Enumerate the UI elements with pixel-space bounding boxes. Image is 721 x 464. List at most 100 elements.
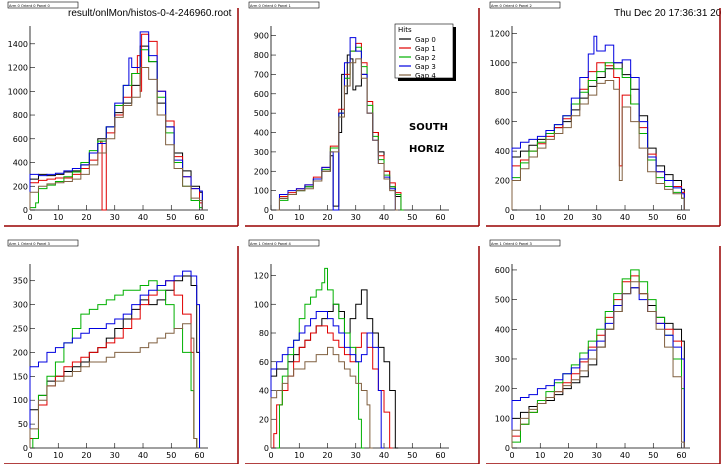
y-tick-label: 100: [495, 414, 510, 423]
y-tick-label: 350: [13, 277, 28, 286]
x-tick-label: 50: [407, 213, 417, 222]
x-tick-label: 40: [379, 451, 389, 460]
y-tick-label: 500: [495, 296, 510, 305]
x-tick-label: 0: [27, 451, 32, 460]
y-tick-label: 40: [259, 387, 269, 396]
series-line-2: [32, 280, 198, 448]
panel-title-box: [7, 1, 79, 9]
y-tick-label: 300: [254, 148, 269, 157]
x-tick-label: 10: [535, 213, 545, 222]
series-line-0: [511, 287, 685, 448]
legend-entry: Gap 1: [415, 45, 436, 53]
series-line-0: [270, 289, 399, 449]
x-tick-label: 10: [535, 451, 545, 460]
y-tick-label: 0: [23, 444, 28, 453]
x-tick-label: 60: [435, 451, 445, 460]
legend-entry: Gap 2: [415, 54, 436, 62]
series-line-3: [511, 35, 685, 210]
y-tick-label: 0: [23, 206, 28, 215]
y-tick-label: 600: [13, 135, 28, 144]
y-tick-label: 400: [254, 129, 269, 138]
series-line-2: [276, 267, 365, 449]
series-line-0: [29, 45, 203, 210]
x-tick-label: 40: [620, 213, 630, 222]
histogram-pad-2: Arm 0 Orient 0 Panel 20 10 20 30 40 50 6002004…: [486, 1, 721, 227]
series-line-1: [511, 275, 685, 448]
y-tick-label: 800: [254, 51, 269, 60]
x-tick-label: 50: [648, 213, 658, 222]
y-tick-label: 600: [495, 266, 510, 275]
y-tick-label: 900: [254, 32, 269, 41]
y-tick-label: 80: [259, 329, 269, 338]
y-tick-label: 60: [259, 358, 269, 367]
panel-title: Arm 0 Orient 0 Panel 2: [491, 4, 532, 8]
y-tick-label: 100: [254, 187, 269, 196]
legend-title: Hits: [398, 26, 412, 34]
series-line-4: [29, 323, 198, 448]
file-label: result/onlMon/histos-0-4-246960.root: [68, 8, 232, 19]
histogram-pad-5: Arm 1 Orient 0 Panel 30 10 20 30 40 50 6001002…: [486, 239, 721, 464]
x-tick-label: 20: [81, 213, 91, 222]
series-line-2: [276, 46, 404, 211]
x-tick-label: 30: [351, 213, 361, 222]
legend-entry: Gap 0: [415, 36, 436, 44]
x-tick-label: 20: [81, 451, 91, 460]
y-tick-label: 700: [254, 70, 269, 79]
y-tick-label: 100: [13, 396, 28, 405]
y-tick-label: 600: [254, 90, 269, 99]
x-tick-label: 60: [676, 213, 686, 222]
x-tick-label: 40: [138, 213, 148, 222]
legend-entry: Gap 3: [415, 63, 436, 71]
y-tick-label: 800: [495, 88, 510, 97]
x-tick-label: 40: [379, 213, 389, 222]
x-tick-label: 60: [676, 451, 686, 460]
panel-title: Arm 1 Orient 0 Panel 4: [250, 242, 292, 246]
x-tick-label: 20: [322, 213, 332, 222]
series-line-4: [511, 281, 685, 448]
panel-title: Arm 1 Orient 0 Panel 3: [491, 242, 532, 246]
panel-title: Arm 0 Orient 0 Panel 1: [250, 4, 291, 8]
series-line-4: [511, 79, 685, 210]
series-line-2: [511, 62, 685, 210]
panel-title-box: [489, 1, 561, 9]
legend-entry: Gap 4: [415, 72, 436, 80]
x-tick-label: 20: [563, 451, 573, 460]
x-tick-label: 60: [194, 213, 204, 222]
series-line-2: [29, 49, 203, 210]
y-tick-label: 300: [495, 355, 510, 364]
y-tick-label: 250: [13, 325, 28, 334]
panel-title-box: [7, 239, 79, 247]
series-line-3: [29, 270, 201, 448]
annotation-0: SOUTH: [409, 122, 448, 133]
series-line-2: [511, 269, 685, 448]
y-tick-label: 600: [495, 118, 510, 127]
y-tick-label: 150: [13, 372, 28, 381]
panel-title-box: [489, 239, 561, 247]
x-tick-label: 30: [351, 451, 361, 460]
series-line-0: [511, 62, 685, 210]
series-line-0: [276, 54, 404, 211]
x-tick-label: 30: [110, 213, 120, 222]
x-tick-label: 60: [194, 451, 204, 460]
y-tick-label: 0: [264, 206, 269, 215]
panel-title: Arm 0 Orient 0 Panel 0: [9, 4, 51, 8]
y-tick-label: 200: [495, 177, 510, 186]
series-line-1: [29, 280, 198, 448]
y-tick-label: 400: [495, 147, 510, 156]
x-tick-label: 50: [166, 451, 176, 460]
x-tick-label: 0: [268, 213, 273, 222]
y-tick-label: 120: [254, 272, 269, 281]
x-tick-label: 10: [53, 451, 63, 460]
histogram-pad-0: Arm 0 Orient 0 Panel 00 10 20 30 40 50 6002004…: [4, 1, 239, 227]
y-tick-label: 1000: [8, 87, 28, 96]
series-line-3: [276, 37, 399, 211]
y-tick-label: 0: [505, 444, 510, 453]
series-line-4: [270, 346, 373, 449]
y-tick-label: 1200: [8, 64, 28, 73]
x-tick-label: 30: [592, 213, 602, 222]
x-tick-label: 0: [509, 213, 514, 222]
y-tick-label: 1000: [490, 59, 510, 68]
series-line-1: [273, 325, 393, 449]
legend-box: [394, 23, 454, 79]
